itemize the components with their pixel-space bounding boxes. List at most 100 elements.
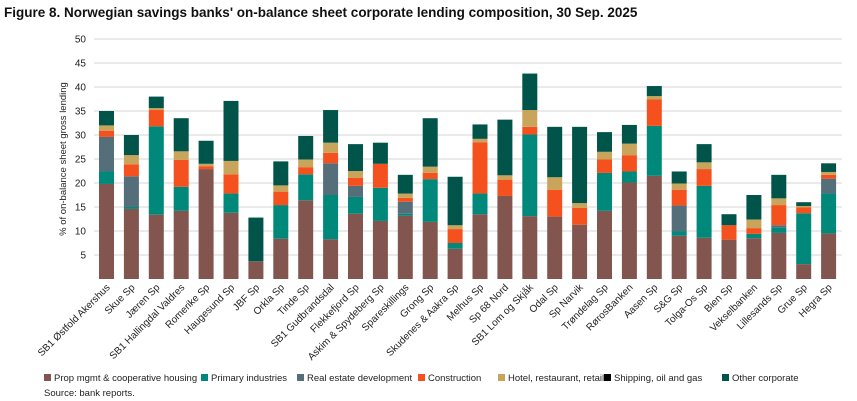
bar-segment xyxy=(223,212,239,279)
bar-segment xyxy=(223,160,239,175)
bar-segment xyxy=(646,125,662,176)
bar-segment xyxy=(148,126,164,215)
bar-segment xyxy=(547,126,563,178)
bar-segment xyxy=(397,197,413,202)
legend-label: Construction xyxy=(428,373,481,384)
bar-segment xyxy=(298,135,314,160)
y-tick-label: 10 xyxy=(75,227,87,238)
bar-segment xyxy=(372,220,388,279)
bar-segment xyxy=(123,207,139,209)
bar-segment xyxy=(422,118,438,167)
bar-segment xyxy=(771,232,787,279)
bar-segment xyxy=(123,164,139,177)
bar-segment xyxy=(123,176,139,207)
legend-swatch xyxy=(604,374,611,381)
bar-segment xyxy=(771,198,787,206)
bar-segment xyxy=(597,210,612,279)
bar-segment xyxy=(173,186,189,211)
bar-segment xyxy=(572,224,588,279)
bar-segment xyxy=(447,229,463,243)
y-tick-label: 5 xyxy=(80,251,86,262)
legend-label: Real estate development xyxy=(307,373,412,384)
bar-segment xyxy=(671,183,687,190)
bar-segment xyxy=(522,110,538,127)
bar-segment xyxy=(497,175,513,180)
bar-segment xyxy=(348,177,363,186)
bar-segment xyxy=(547,189,563,217)
y-tick-label: 35 xyxy=(75,107,87,118)
bar-segment xyxy=(273,161,289,186)
bar-segment xyxy=(173,159,189,187)
bar-segment xyxy=(198,166,214,170)
bar-segment xyxy=(671,171,687,184)
bar-segment xyxy=(173,118,189,152)
bar-segment xyxy=(821,163,837,172)
bar-segment xyxy=(323,195,339,240)
bar-segment xyxy=(696,169,712,186)
legend-swatch xyxy=(498,374,505,381)
bar-segment xyxy=(646,99,662,126)
bar-segment xyxy=(646,96,662,100)
bar-segment xyxy=(372,142,388,164)
bar-segment xyxy=(796,213,812,265)
bar-segment xyxy=(198,169,214,279)
legend-swatch xyxy=(201,374,208,381)
bar-segment xyxy=(348,213,363,279)
legend-label: Primary industries xyxy=(211,373,287,384)
bar-segment xyxy=(497,119,513,176)
bar-segment xyxy=(597,172,612,211)
bar-segment xyxy=(298,200,314,279)
bar-segment xyxy=(746,219,762,229)
bar-segment xyxy=(796,206,812,208)
bar-segment xyxy=(99,136,114,172)
bar-segment xyxy=(696,162,712,170)
bar-segment xyxy=(746,228,762,234)
bar-segment xyxy=(422,221,438,279)
bar-segment xyxy=(472,138,488,143)
bars xyxy=(99,73,837,279)
bar-segment xyxy=(298,174,314,201)
bar-segment xyxy=(248,217,264,262)
bar-segment xyxy=(597,159,612,173)
bar-segment xyxy=(597,151,612,160)
bar-segment xyxy=(323,142,339,153)
bar-segment xyxy=(323,163,339,195)
bar-segment xyxy=(323,239,339,279)
bar-segment xyxy=(621,155,637,172)
bar-segment xyxy=(99,171,114,184)
bar-segment xyxy=(372,163,388,188)
bar-segment xyxy=(497,195,513,279)
bar-segment xyxy=(397,174,413,194)
bar-segment xyxy=(721,214,737,226)
legend-label: Other corporate xyxy=(732,373,799,384)
legend: Prop mgmt & cooperative housing Primary i… xyxy=(44,373,799,384)
bar-segment xyxy=(323,110,339,143)
bar-segment xyxy=(796,264,812,279)
legend-label: Shipping, oil and gas xyxy=(614,373,702,384)
legend-label: Hotel, restaurant, retail xyxy=(508,373,604,384)
bar-segment xyxy=(721,239,737,279)
bar-segment xyxy=(746,233,762,239)
bar-segment xyxy=(99,183,114,279)
bar-segment xyxy=(348,171,363,178)
bar-segment xyxy=(671,231,687,236)
y-tick-label: 45 xyxy=(75,59,87,70)
bar-segment xyxy=(522,126,538,135)
bar-segment xyxy=(771,174,787,199)
source-note: Source: bank reports. xyxy=(44,388,135,399)
legend-swatch xyxy=(418,374,425,381)
y-tick-label: 15 xyxy=(75,203,87,214)
bar-segment xyxy=(148,96,164,109)
bar-segment xyxy=(447,248,463,279)
bar-segment xyxy=(99,130,114,137)
bar-segment xyxy=(497,179,513,196)
bar-segment xyxy=(621,124,637,144)
bar-segment xyxy=(99,125,114,131)
chart-title: Figure 8. Norwegian savings banks' on-ba… xyxy=(4,5,638,20)
bar-segment xyxy=(148,110,164,127)
bar-segment xyxy=(123,208,139,279)
bar-segment xyxy=(696,144,712,163)
bar-segment xyxy=(821,171,837,175)
bar-segment xyxy=(198,140,214,164)
bar-segment xyxy=(771,205,787,226)
